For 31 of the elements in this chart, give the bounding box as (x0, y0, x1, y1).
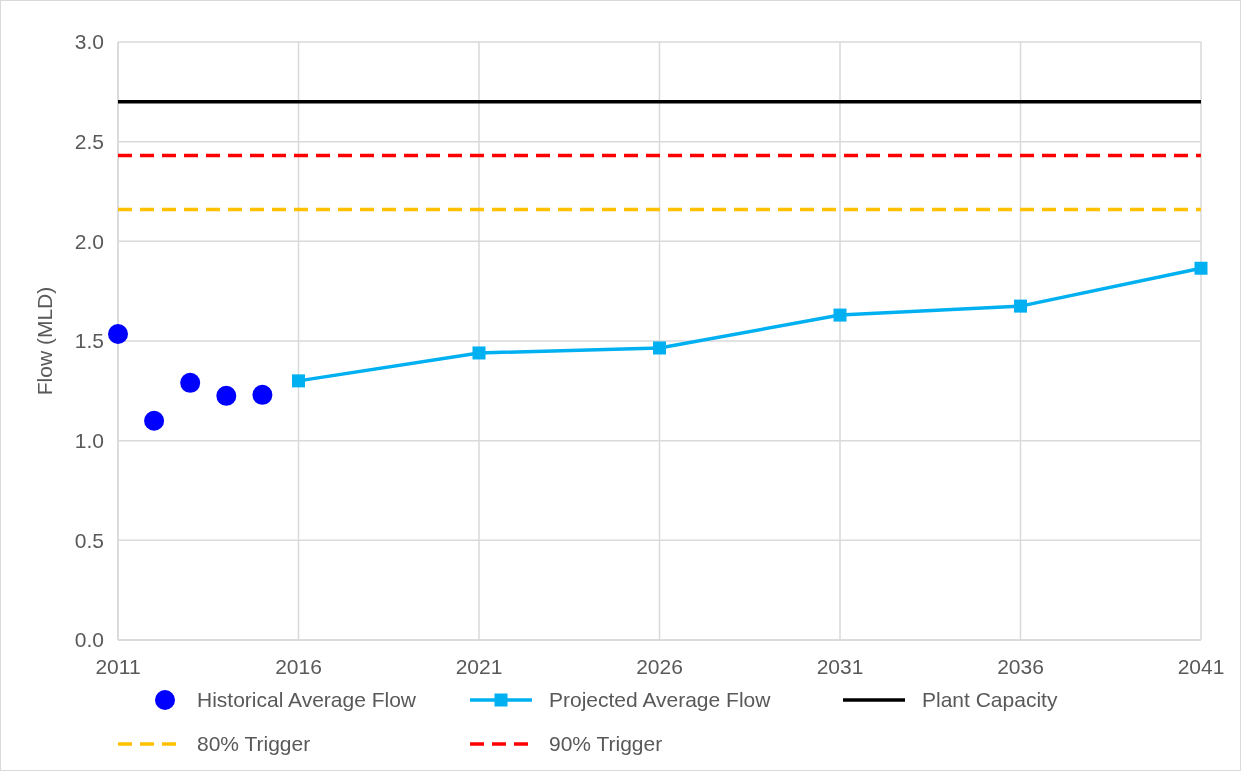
y-tick-label: 2.0 (74, 229, 104, 253)
x-tick-label: 2036 (997, 655, 1044, 678)
x-tick-label: 2021 (455, 655, 503, 678)
legend-label: Plant Capacity (922, 688, 1058, 712)
y-tick-label: 0.0 (74, 628, 104, 652)
y-tick-label: 1.5 (74, 329, 104, 353)
point (292, 374, 305, 388)
y-tick-label: 1.0 (74, 429, 104, 453)
point (216, 385, 237, 406)
point (180, 372, 201, 393)
x-tick-label: 2011 (95, 655, 141, 678)
y-tick-label: 3.0 (74, 30, 104, 54)
legend-label: Projected Average Flow (549, 688, 772, 712)
point (144, 410, 165, 431)
x-tick-label: 2031 (816, 655, 864, 678)
x-tick-label: 2016 (275, 655, 322, 678)
point (833, 308, 847, 322)
y-tick-label: 2.5 (74, 130, 104, 154)
point (1014, 299, 1027, 313)
legend-label: 80% Trigger (197, 732, 311, 756)
point (472, 346, 486, 360)
x-tick-label: 2026 (636, 655, 683, 678)
y-axis-title: Flow (MLD) (33, 286, 56, 396)
y-tick-label: 0.5 (74, 528, 104, 552)
point (1194, 261, 1208, 275)
point (252, 384, 273, 405)
legend-label: Historical Average Flow (197, 688, 417, 712)
x-tick-label: 2041 (1177, 655, 1225, 678)
legend-label: 90% Trigger (549, 732, 663, 756)
point (108, 324, 128, 345)
point (653, 341, 666, 355)
